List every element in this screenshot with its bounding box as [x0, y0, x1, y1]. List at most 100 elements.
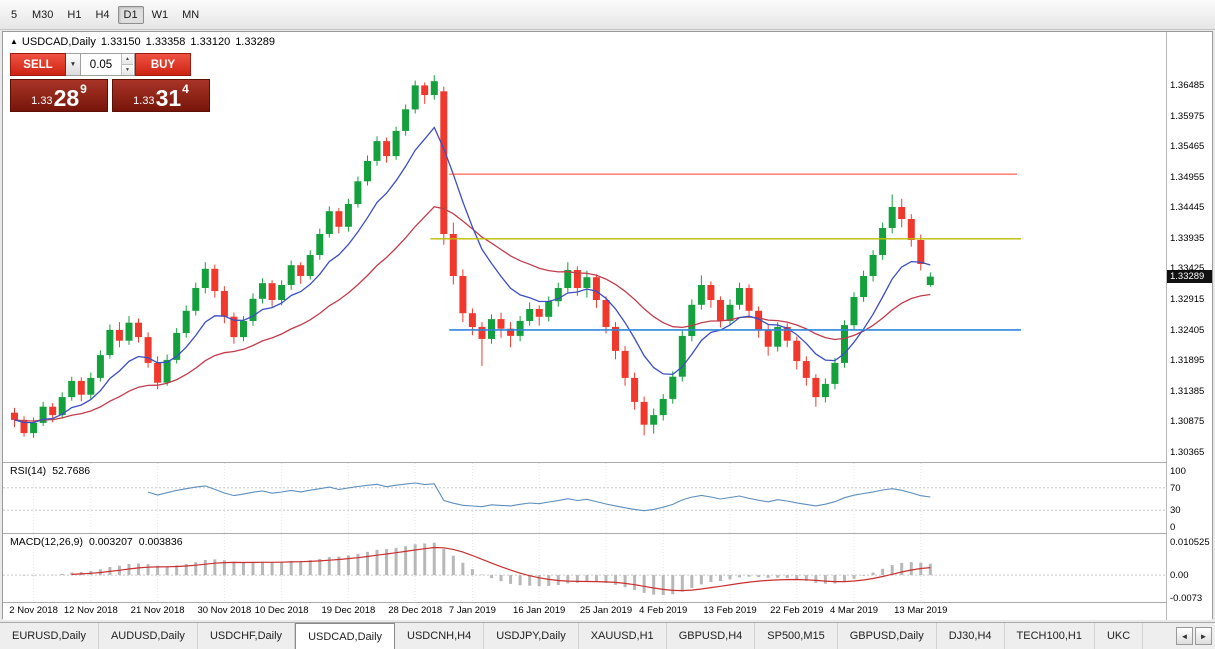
rsi-header: RSI(14) 52.7686: [10, 465, 96, 477]
timeframe-button-MN[interactable]: MN: [182, 8, 200, 21]
tabs-scroll-left-button[interactable]: ◄: [1176, 627, 1193, 645]
ask-price-big: 31: [155, 85, 182, 111]
volume-spinner-up-icon[interactable]: ▲: [122, 54, 133, 64]
ma-slow-line: [14, 205, 931, 422]
timeframe-button-H4[interactable]: H4: [95, 8, 110, 21]
price-axis-label: 1.31895: [1170, 355, 1205, 367]
date-axis-label: 19 Dec 2018: [321, 605, 376, 616]
price-chart-canvas[interactable]: [3, 32, 1166, 462]
date-axis-label: 16 Jan 2019: [513, 605, 566, 616]
candle-down: [535, 305, 543, 326]
ask-price-display[interactable]: 1.33 31 4: [112, 79, 210, 112]
candle-up: [402, 104, 410, 136]
rsi-axis-label: 0: [1170, 522, 1176, 533]
rsi-chart-canvas[interactable]: [3, 463, 1166, 533]
candle-up: [774, 322, 782, 352]
candle-up: [259, 278, 266, 304]
candle-down: [20, 416, 28, 437]
candle-up: [39, 401, 47, 426]
timeframe-button-H1[interactable]: H1: [67, 8, 82, 21]
macd-chart-canvas[interactable]: [3, 534, 1166, 602]
timeframe-button-W1[interactable]: W1: [151, 8, 169, 21]
tab-ukc[interactable]: UKC: [1095, 623, 1144, 649]
chart-high-value: 1.33358: [145, 36, 186, 48]
candle-down: [917, 234, 925, 271]
candle-up: [926, 272, 934, 287]
main-price-pane[interactable]: ▲ USDCAD,Daily 1.33150 1.33358 1.33120 1.3328…: [3, 32, 1166, 463]
candle-up: [554, 282, 562, 307]
trade-panel-toggle-icon[interactable]: ▲: [10, 37, 18, 46]
candle-down: [640, 396, 648, 436]
candle-down: [77, 377, 85, 402]
date-axis-label: 28 Dec 2018: [388, 605, 443, 616]
volume-dropdown-button[interactable]: ▼: [66, 53, 81, 76]
candle-down: [907, 214, 915, 247]
candle-up: [163, 354, 171, 386]
macd-label: MACD(12,26,9): [10, 536, 83, 548]
candle-down: [115, 322, 123, 348]
volume-input[interactable]: [81, 54, 121, 75]
tabs-scroll-right-button[interactable]: ►: [1195, 627, 1212, 645]
candle-down: [11, 407, 18, 428]
tab-usdchf-daily[interactable]: USDCHF,Daily: [198, 623, 296, 649]
sell-button[interactable]: SELL: [10, 53, 66, 76]
candle-up: [659, 394, 667, 421]
price-axis: 1.33289 1.36485 1.35975 1.35465 1.34955 1.34…: [1166, 32, 1212, 620]
candle-down: [383, 137, 391, 163]
candle-down: [478, 322, 486, 366]
date-axis: 2 Nov 2018 12 Nov 2018 21 Nov 2018 30 Nov 2…: [3, 603, 1166, 620]
candle-up: [173, 328, 181, 364]
tab-dj30-h4[interactable]: DJ30,H4: [937, 623, 1005, 649]
ask-price-sup: 4: [182, 82, 189, 96]
candle-down: [602, 296, 610, 334]
buy-button[interactable]: BUY: [135, 53, 191, 76]
candle-down: [631, 372, 639, 410]
date-axis-label: 7 Jan 2019: [448, 605, 496, 616]
candle-down: [621, 346, 629, 386]
candle-down: [612, 322, 619, 360]
tab-tech100-h1[interactable]: TECH100,H1: [1005, 623, 1095, 649]
macd-pane[interactable]: MACD(12,26,9) 0.003207 0.003836: [3, 534, 1166, 603]
volume-spinner-down-icon[interactable]: ▼: [122, 64, 133, 75]
volume-spinner: ▲ ▼: [121, 54, 133, 75]
tab-gbpusd-daily[interactable]: GBPUSD,Daily: [838, 623, 937, 649]
tab-gbpusd-h4[interactable]: GBPUSD,H4: [667, 623, 756, 649]
price-axis-label: 1.35465: [1170, 141, 1205, 153]
candle-up: [430, 75, 438, 100]
tab-usdjpy-daily[interactable]: USDJPY,Daily: [484, 623, 579, 649]
tab-sp500-m15[interactable]: SP500,M15: [755, 623, 838, 649]
candle-up: [373, 136, 381, 166]
macd-header: MACD(12,26,9) 0.003207 0.003836: [10, 536, 189, 548]
tab-eurusd-daily[interactable]: EURUSD,Daily: [0, 623, 99, 649]
bid-price-big: 28: [53, 85, 80, 111]
date-axis-label: 10 Dec 2018: [254, 605, 309, 616]
tab-usdcnh-h4[interactable]: USDCNH,H4: [395, 623, 485, 649]
candle-up: [545, 296, 553, 322]
timeframe-button-5[interactable]: 5: [10, 8, 18, 21]
chart-tab-bar: EURUSD,Daily AUDUSD,Daily USDCHF,Daily USDC…: [0, 622, 1215, 649]
date-axis-label: 25 Jan 2019: [579, 605, 633, 616]
tab-usdcad-daily[interactable]: USDCAD,Daily: [295, 623, 396, 649]
candle-up: [106, 324, 114, 359]
tab-xauusd-h1[interactable]: XAUUSD,H1: [579, 623, 667, 649]
candle-up: [831, 358, 839, 390]
tab-audusd-daily[interactable]: AUDUSD,Daily: [99, 623, 198, 649]
rsi-axis-label: 70: [1170, 482, 1181, 494]
candle-up: [678, 329, 686, 382]
chart-open-value: 1.33150: [100, 36, 141, 48]
price-axis-label: 1.30365: [1170, 446, 1205, 458]
price-axis-label: 1.34445: [1170, 202, 1205, 214]
candle-up: [201, 262, 209, 294]
candle-up: [564, 262, 572, 294]
candle-down: [745, 284, 753, 318]
timeframe-button-M30[interactable]: M30: [32, 8, 54, 21]
date-axis-label: 30 Nov 2018: [197, 605, 252, 616]
candle-down: [220, 286, 228, 324]
candle-down: [230, 312, 238, 344]
timeframe-button-D1[interactable]: D1: [117, 5, 144, 24]
rsi-pane[interactable]: RSI(14) 52.7686: [3, 463, 1166, 534]
bid-price-display[interactable]: 1.33 28 9: [10, 79, 108, 112]
candle-up: [850, 292, 858, 331]
candle-up: [488, 314, 495, 344]
candle-up: [316, 228, 324, 260]
